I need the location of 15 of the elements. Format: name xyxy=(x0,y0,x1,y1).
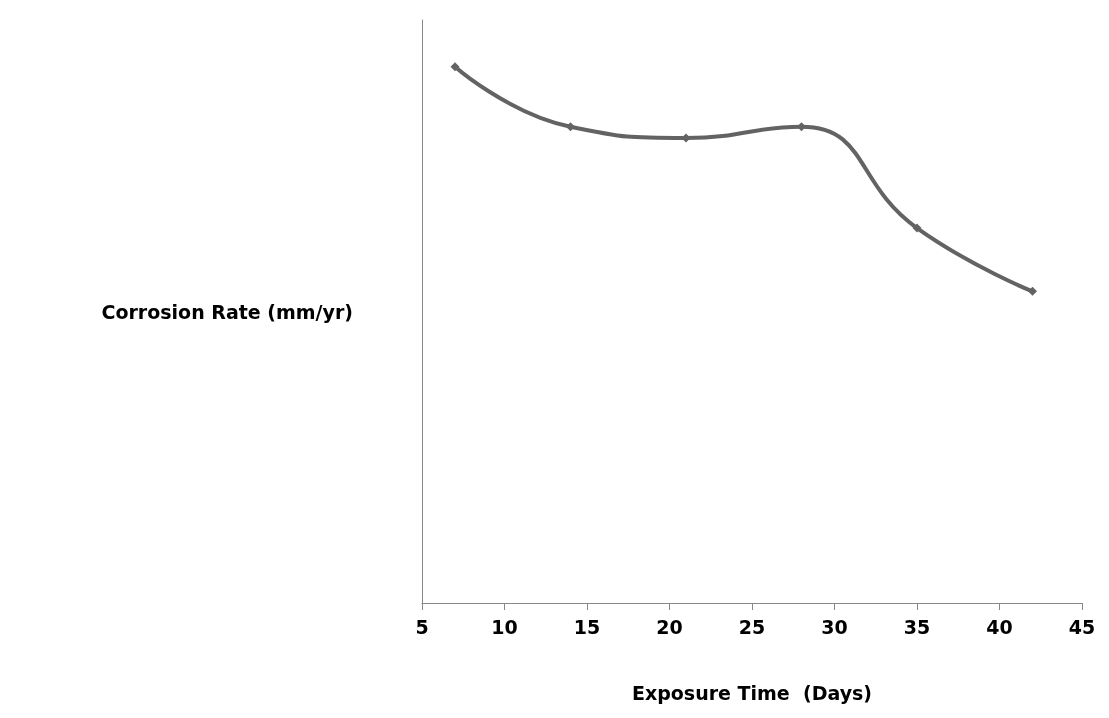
x-tick-label: 15 xyxy=(573,615,601,638)
x-tick-label: 10 xyxy=(491,615,518,638)
x-tick-label: 5 xyxy=(415,615,429,638)
x-tick-label: 25 xyxy=(738,615,766,638)
y-axis-title: Corrosion Rate (mm/yr) xyxy=(101,300,353,323)
point xyxy=(1028,286,1037,296)
point xyxy=(450,62,460,72)
point xyxy=(566,122,575,132)
x-tick-label: 40 xyxy=(986,615,1013,638)
x-tick-label: 30 xyxy=(821,615,848,638)
x-axis-title: Exposure Time (Days) xyxy=(631,681,873,704)
x-tick-label: 45 xyxy=(1068,615,1096,638)
x-tick-label: 35 xyxy=(903,615,931,638)
x-tick-label: 20 xyxy=(656,615,683,638)
point xyxy=(912,223,922,233)
